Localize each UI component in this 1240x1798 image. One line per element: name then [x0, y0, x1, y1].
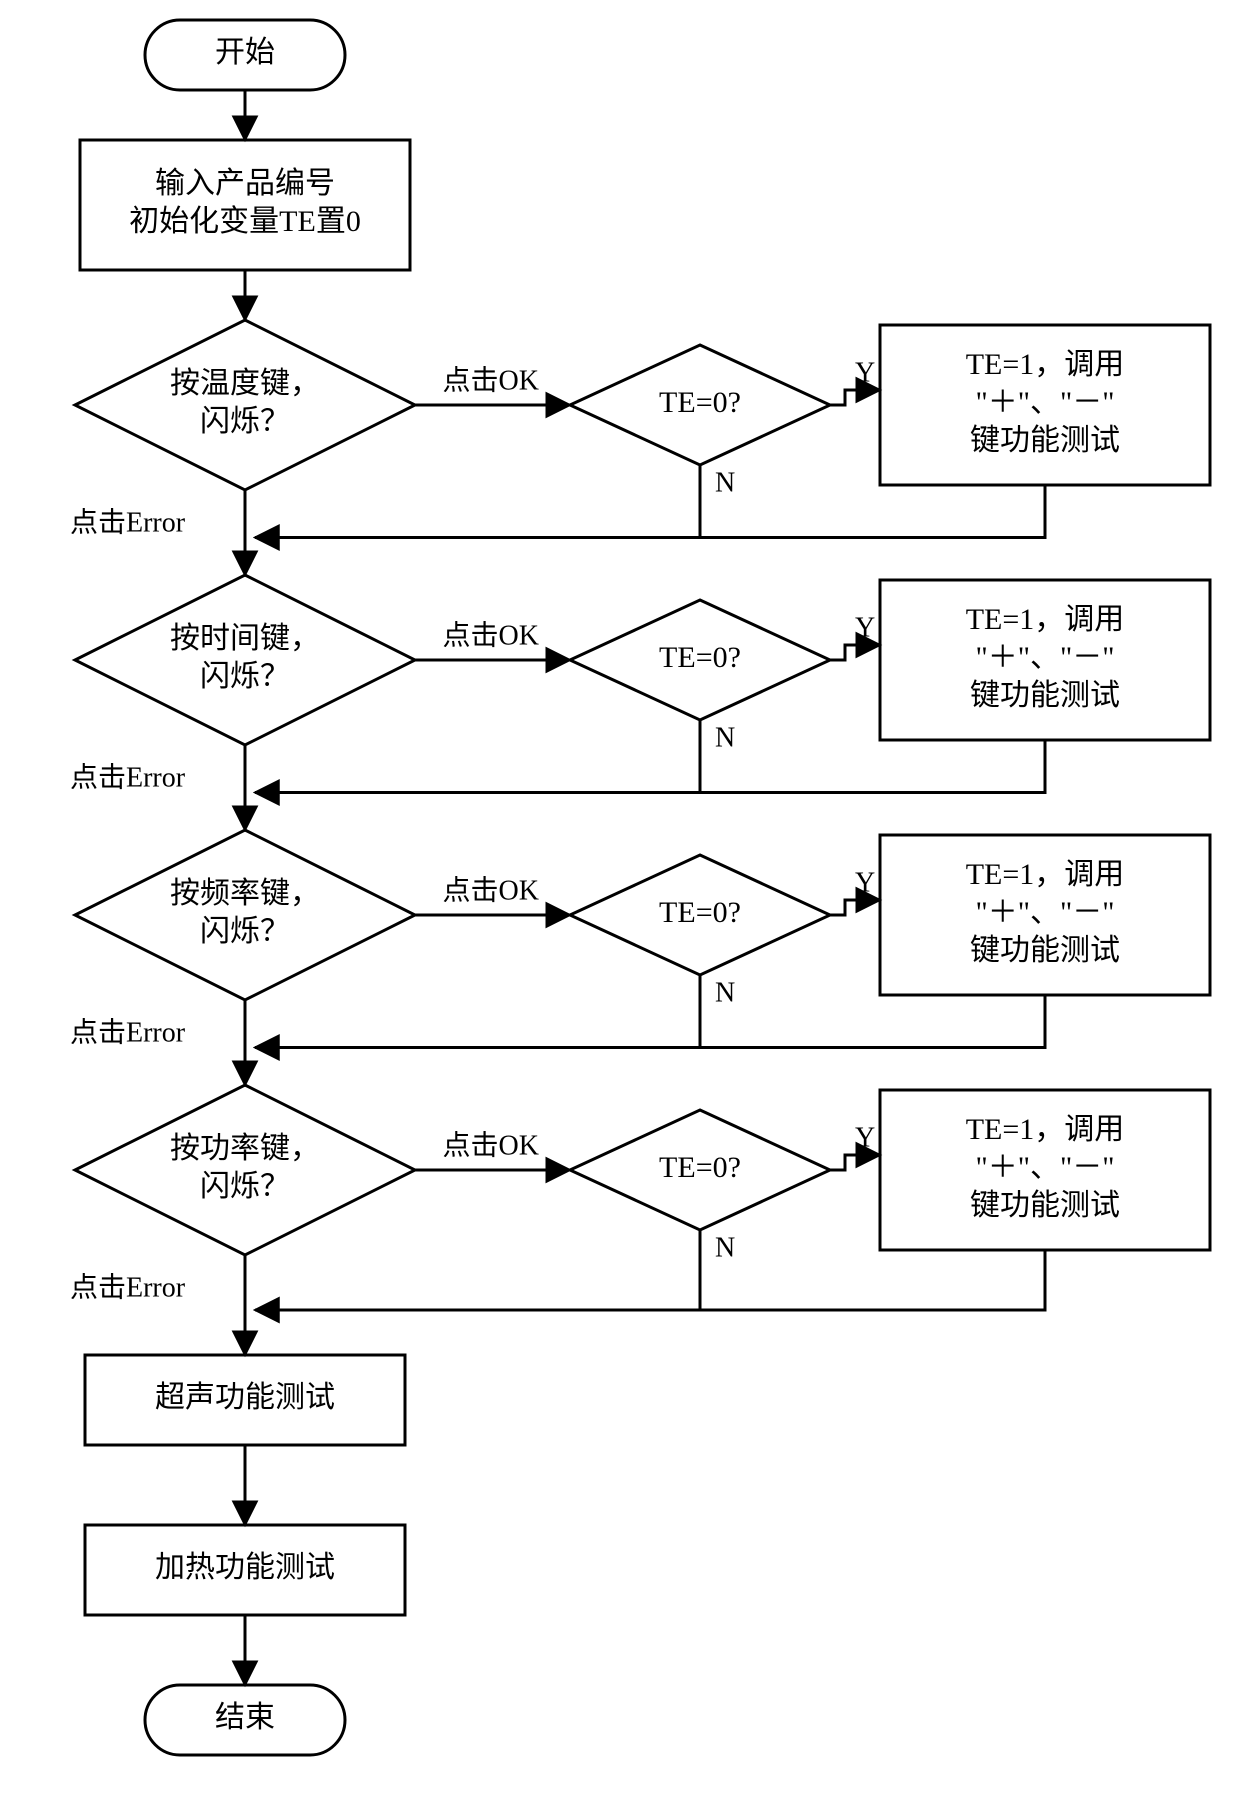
- svg-text:点击OK: 点击OK: [443, 874, 539, 906]
- svg-text:键功能测试: 键功能测试: [970, 934, 1120, 967]
- svg-text:点击Error: 点击Error: [70, 761, 186, 793]
- svg-text:"＋"、"－": "＋"、"－": [976, 896, 1115, 929]
- svg-text:TE=1，调用: TE=1，调用: [966, 1113, 1125, 1146]
- svg-text:输入产品编号: 输入产品编号: [155, 167, 335, 200]
- svg-text:点击OK: 点击OK: [443, 364, 539, 396]
- svg-text:结束: 结束: [215, 1701, 275, 1734]
- svg-text:N: N: [715, 467, 735, 498]
- svg-text:闪烁？: 闪烁？: [200, 1170, 290, 1203]
- svg-text:加热功能测试: 加热功能测试: [155, 1551, 335, 1584]
- svg-text:"＋"、"－": "＋"、"－": [976, 641, 1115, 674]
- svg-text:"＋"、"－": "＋"、"－": [976, 386, 1115, 419]
- svg-text:TE=0?: TE=0?: [659, 1151, 741, 1184]
- svg-text:超声功能测试: 超声功能测试: [155, 1381, 335, 1414]
- svg-text:点击OK: 点击OK: [443, 1129, 539, 1161]
- svg-text:按时间键，: 按时间键，: [170, 622, 320, 655]
- svg-text:N: N: [715, 722, 735, 753]
- svg-text:开始: 开始: [215, 36, 275, 69]
- svg-text:键功能测试: 键功能测试: [970, 1189, 1120, 1222]
- svg-text:初始化变量TE置0: 初始化变量TE置0: [129, 205, 361, 238]
- svg-text:TE=0?: TE=0?: [659, 641, 741, 674]
- svg-text:Y: Y: [855, 1122, 875, 1153]
- svg-text:Y: Y: [855, 867, 875, 898]
- svg-text:点击Error: 点击Error: [70, 1016, 186, 1048]
- svg-text:按功率键，: 按功率键，: [170, 1132, 320, 1165]
- svg-text:键功能测试: 键功能测试: [970, 679, 1120, 712]
- svg-text:点击Error: 点击Error: [70, 1271, 186, 1303]
- svg-text:键功能测试: 键功能测试: [970, 424, 1120, 457]
- svg-text:TE=0?: TE=0?: [659, 386, 741, 419]
- svg-text:TE=1，调用: TE=1，调用: [966, 858, 1125, 891]
- svg-text:Y: Y: [855, 612, 875, 643]
- svg-text:点击OK: 点击OK: [443, 619, 539, 651]
- svg-text:点击Error: 点击Error: [70, 506, 186, 538]
- svg-text:N: N: [715, 977, 735, 1008]
- svg-text:按频率键，: 按频率键，: [170, 877, 320, 910]
- svg-text:Y: Y: [855, 357, 875, 388]
- svg-text:TE=0?: TE=0?: [659, 896, 741, 929]
- svg-text:闪烁？: 闪烁？: [200, 915, 290, 948]
- svg-text:按温度键，: 按温度键，: [170, 367, 320, 400]
- svg-text:TE=1，调用: TE=1，调用: [966, 603, 1125, 636]
- svg-text:N: N: [715, 1232, 735, 1263]
- flowchart-canvas: 开始输入产品编号初始化变量TE置0 按温度键， 闪烁？ TE=0? TE=1，调用 "＋"…: [0, 0, 1240, 1798]
- svg-text:闪烁？: 闪烁？: [200, 660, 290, 693]
- svg-text:闪烁？: 闪烁？: [200, 405, 290, 438]
- svg-text:"＋"、"－": "＋"、"－": [976, 1151, 1115, 1184]
- svg-text:TE=1，调用: TE=1，调用: [966, 348, 1125, 381]
